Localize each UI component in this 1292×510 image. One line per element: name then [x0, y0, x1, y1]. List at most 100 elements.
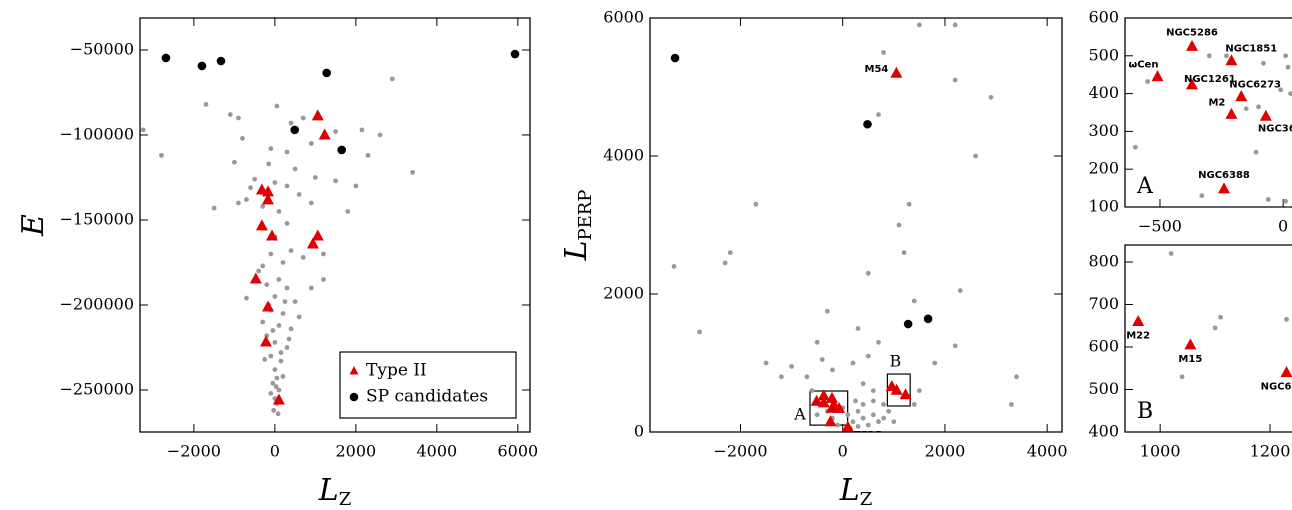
point-label: NGC1851 — [1225, 44, 1277, 55]
point — [1184, 338, 1197, 350]
y-axis-title: LPERP — [559, 190, 596, 262]
point-label: M54 — [865, 64, 889, 75]
point — [891, 419, 897, 425]
point — [670, 53, 680, 63]
point — [140, 127, 146, 133]
point-label: M22 — [1126, 331, 1150, 342]
point — [1261, 60, 1266, 66]
point — [244, 295, 249, 301]
point-label: NGC1261 — [1184, 74, 1236, 85]
point — [1199, 193, 1205, 199]
x-tick-label: 4000 — [1027, 442, 1068, 461]
plot-area — [140, 49, 520, 417]
point — [727, 250, 733, 256]
point — [1283, 53, 1288, 59]
point — [1168, 251, 1174, 256]
point — [911, 298, 917, 304]
point — [916, 388, 922, 393]
point — [952, 77, 958, 83]
point — [804, 374, 810, 380]
point-label: TER5 — [854, 430, 882, 441]
point — [272, 393, 285, 405]
point — [1285, 64, 1291, 70]
point — [1225, 54, 1238, 66]
point — [337, 145, 346, 155]
point — [817, 396, 830, 408]
point — [957, 288, 963, 293]
point — [876, 339, 881, 345]
y-tick-label: 0 — [634, 422, 644, 441]
point — [1286, 206, 1290, 207]
point-label: NGC362 — [1258, 123, 1292, 134]
point — [1253, 149, 1259, 155]
point — [272, 339, 278, 345]
point — [276, 387, 282, 393]
point — [855, 424, 861, 429]
point — [1132, 315, 1145, 326]
x-axis-title-main: L — [839, 473, 860, 508]
y-tick-label: 700 — [1088, 294, 1119, 313]
point — [278, 358, 284, 364]
panel-label: B — [1137, 399, 1153, 424]
point — [1212, 325, 1218, 331]
frame — [649, 17, 1063, 433]
x-axis-title: LZ — [839, 473, 872, 510]
point — [270, 328, 276, 333]
point — [268, 353, 274, 359]
point — [860, 415, 866, 421]
y-tick-label: 600 — [1088, 8, 1119, 27]
point — [1008, 402, 1014, 407]
point — [284, 149, 290, 155]
y-axis-title-main: E — [16, 214, 51, 237]
point — [860, 402, 866, 407]
point — [697, 329, 702, 335]
point — [290, 125, 300, 135]
point — [282, 299, 288, 304]
point — [952, 22, 958, 28]
point — [1259, 109, 1272, 121]
point — [273, 384, 279, 390]
point — [296, 192, 302, 197]
x-tick-label: 1000 — [1140, 442, 1181, 461]
point — [988, 94, 994, 100]
point — [288, 120, 294, 126]
point — [261, 193, 274, 205]
point — [865, 353, 871, 359]
point-label: NGC5286 — [1166, 27, 1218, 38]
point — [835, 422, 840, 428]
y-tick-label: 6000 — [603, 8, 644, 27]
point — [870, 388, 876, 393]
y-tick-label: −200000 — [60, 294, 134, 313]
point — [1265, 197, 1271, 202]
frame — [1124, 17, 1292, 208]
point — [292, 299, 298, 304]
point — [236, 200, 241, 206]
point — [833, 402, 846, 414]
point — [886, 408, 892, 414]
point — [318, 128, 331, 140]
point — [824, 415, 837, 427]
point — [284, 345, 290, 350]
point — [322, 68, 331, 78]
point — [266, 161, 272, 167]
point — [722, 260, 728, 266]
point — [255, 219, 268, 231]
point — [890, 66, 903, 78]
point — [311, 229, 324, 241]
y-tick-label: −150000 — [60, 209, 134, 228]
x-tick-label: 2000 — [335, 442, 376, 461]
point — [1145, 79, 1151, 84]
point — [227, 112, 233, 117]
point — [881, 415, 887, 421]
point-label: NGC6273 — [1229, 80, 1281, 91]
point — [510, 49, 520, 59]
x-tick-label: 2000 — [925, 442, 966, 461]
point — [841, 420, 854, 432]
x-tick-label: 4000 — [416, 442, 457, 461]
point — [814, 412, 820, 418]
point — [855, 326, 861, 331]
point — [377, 132, 383, 138]
legend-label: SP candidates — [366, 387, 488, 407]
point — [876, 419, 881, 425]
x-axis-title: LZ — [318, 473, 351, 510]
